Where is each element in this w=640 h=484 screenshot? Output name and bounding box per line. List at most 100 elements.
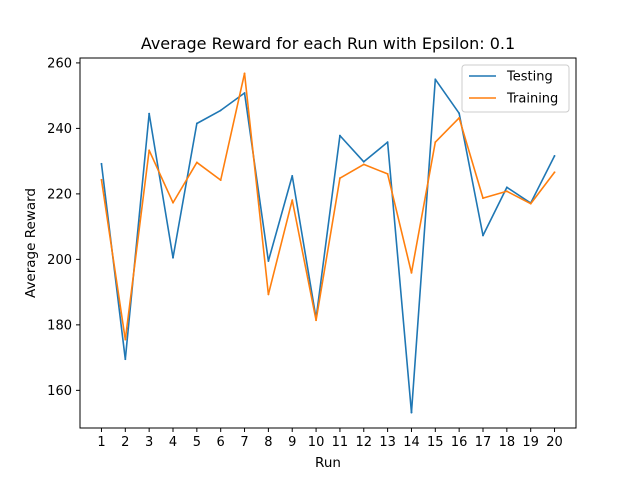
chart-title: Average Reward for each Run with Epsilon… xyxy=(141,34,515,53)
series-testing-segment xyxy=(339,134,365,163)
series-testing-point xyxy=(219,109,222,112)
x-tick-label: 1 xyxy=(97,435,105,450)
legend-label-training: Training xyxy=(506,92,558,107)
series-training-segment xyxy=(219,72,246,181)
y-tick-label: 180 xyxy=(47,318,72,333)
x-tick-label: 19 xyxy=(522,435,539,450)
x-tick-label: 8 xyxy=(264,435,272,450)
series-testing-point xyxy=(243,92,246,94)
series-training-segment xyxy=(458,117,484,199)
series-testing-segment xyxy=(148,112,174,259)
x-tick-label: 2 xyxy=(121,435,129,450)
series-training-segment xyxy=(243,72,270,296)
x-tick-label: 9 xyxy=(288,435,296,450)
series-training-point xyxy=(505,190,508,193)
series-training-point xyxy=(195,161,198,164)
x-tick-label: 13 xyxy=(379,435,396,450)
series-testing-segment xyxy=(196,109,222,125)
series-training-segment xyxy=(506,190,532,205)
series-training-segment xyxy=(172,161,198,204)
x-tick-label: 11 xyxy=(332,435,349,450)
x-tick-label: 20 xyxy=(546,435,563,450)
x-tick-label: 16 xyxy=(451,435,468,450)
series-training-point xyxy=(219,179,222,182)
series-training-point xyxy=(100,178,103,181)
series-testing-point xyxy=(434,78,437,81)
series-training-segment xyxy=(386,173,413,274)
series-training-segment xyxy=(362,163,389,175)
series-testing-segment xyxy=(315,134,341,320)
series-training-point xyxy=(482,197,484,200)
series-testing-segment xyxy=(124,112,150,361)
series-testing-point xyxy=(458,112,461,115)
series-testing-segment xyxy=(434,78,460,115)
series-training-point xyxy=(553,171,556,174)
x-tick-label: 3 xyxy=(145,435,153,450)
x-tick-label: 15 xyxy=(427,435,444,450)
x-tick-label: 12 xyxy=(355,435,372,450)
series-testing-point xyxy=(482,234,484,237)
series-testing-point xyxy=(172,256,174,259)
series-training-segment xyxy=(291,199,317,322)
series-testing-segment xyxy=(506,186,532,204)
series-training-point xyxy=(124,338,127,341)
x-tick-label: 18 xyxy=(499,435,516,450)
plot-frame xyxy=(79,57,577,429)
series-training-point xyxy=(243,72,246,75)
x-tick-label: 5 xyxy=(193,435,201,450)
series-testing-segment xyxy=(482,186,508,237)
x-tick-label: 14 xyxy=(403,435,420,450)
x-tick-label: 17 xyxy=(475,435,492,450)
series-training-segment xyxy=(100,179,127,341)
series-testing-point xyxy=(553,155,556,157)
series-testing-point xyxy=(362,160,365,163)
legend-label-testing: Testing xyxy=(506,70,553,85)
series-training-point xyxy=(386,173,389,175)
series-testing-point xyxy=(291,174,294,177)
x-tick-label: 10 xyxy=(308,435,325,450)
series-testing-segment xyxy=(267,175,294,262)
y-tick-label: 200 xyxy=(47,253,72,268)
series-training-segment xyxy=(315,177,341,322)
series-testing-point xyxy=(124,358,127,361)
series-training-segment xyxy=(124,149,150,341)
series-training-segment xyxy=(482,190,508,199)
series-training-segment xyxy=(339,163,365,179)
series-layer xyxy=(100,72,556,414)
x-tick-label: 4 xyxy=(169,435,177,450)
legend: Testing Training xyxy=(461,64,570,113)
series-testing xyxy=(100,78,556,414)
series-testing-segment xyxy=(529,155,556,204)
series-testing-point xyxy=(195,122,198,125)
series-training-segment xyxy=(267,199,294,296)
series-training-segment xyxy=(434,117,460,143)
series-testing-segment xyxy=(172,122,198,259)
y-tick-label: 260 xyxy=(47,56,72,71)
series-training-point xyxy=(267,293,270,296)
series-training-point xyxy=(148,149,151,152)
series-training-segment xyxy=(196,161,222,181)
x-axis-label: Run xyxy=(315,455,341,471)
x-tick-label: 6 xyxy=(217,435,225,450)
series-testing-point xyxy=(100,162,103,165)
series-training-point xyxy=(362,163,365,166)
y-tick-label: 220 xyxy=(47,187,72,202)
axes-layer: 1 2 3 4 5 6 7 8 9 10 11 12 13 14 15 16 17 18 19 20160180200… xyxy=(47,56,577,450)
series-testing-point xyxy=(267,260,270,262)
series-training-point xyxy=(339,177,341,180)
series-training-point xyxy=(529,202,532,205)
series-testing-segment xyxy=(219,92,246,112)
series-training-point xyxy=(434,141,437,144)
series-training-point xyxy=(458,117,461,119)
series-training-segment xyxy=(148,149,174,204)
x-tick-label: 7 xyxy=(240,435,248,450)
series-training xyxy=(100,72,556,341)
series-training-segment xyxy=(410,141,437,274)
series-testing-segment xyxy=(362,141,389,163)
series-testing-point xyxy=(505,186,508,189)
series-training-segment xyxy=(529,171,556,205)
y-tick-label: 160 xyxy=(47,384,72,399)
series-testing-point xyxy=(386,141,389,144)
series-training-point xyxy=(410,271,413,274)
